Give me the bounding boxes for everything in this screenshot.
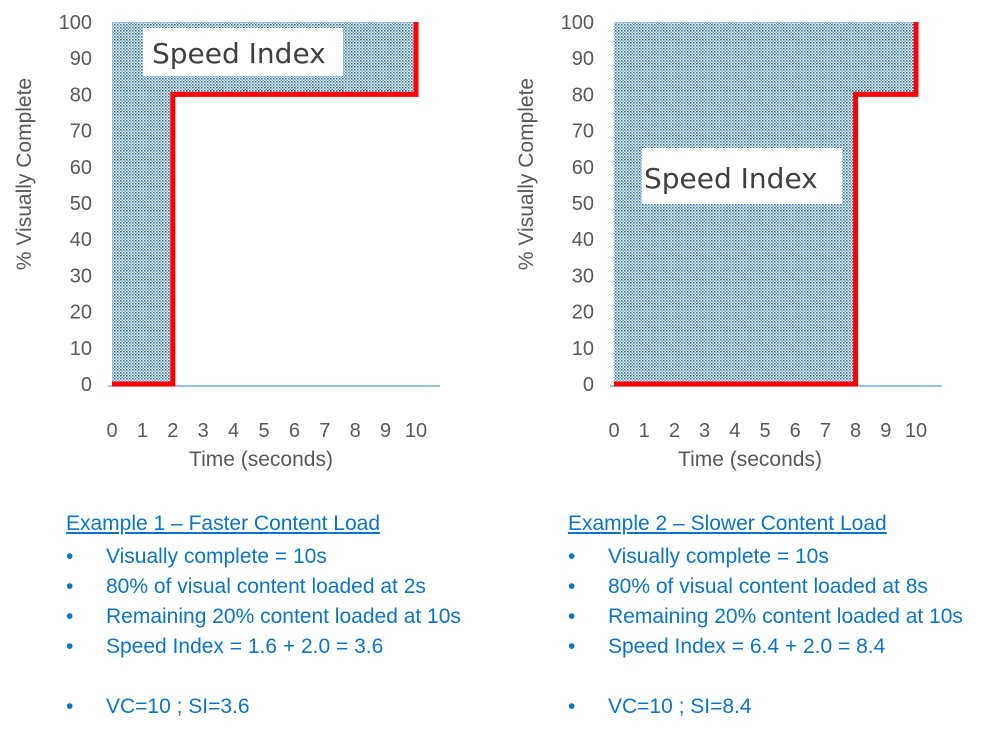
y-tick-label: 100 — [59, 12, 92, 34]
x-tick-label: 8 — [850, 420, 861, 442]
example-2-notes: Example 2 – Slower Content Load • Visuall… — [568, 512, 963, 722]
y-tick-label: 50 — [70, 193, 92, 215]
charts-canvas: % Visually Complete Time (seconds) 01020… — [13, 12, 942, 471]
list-item: • Remaining 20% content loaded at 10s — [568, 602, 963, 632]
x-tick-label: 6 — [289, 420, 300, 442]
y-tick-label: 80 — [572, 84, 594, 106]
bullet-text: Remaining 20% content loaded at 10s — [106, 605, 461, 628]
bullet-text: Visually complete = 10s — [608, 545, 829, 568]
y-tick-label: 70 — [70, 121, 92, 143]
bullet-text: Speed Index = 6.4 + 2.0 = 8.4 — [608, 635, 886, 658]
y-tick-label: 60 — [70, 157, 92, 179]
bullet-text: Visually complete = 10s — [106, 545, 327, 568]
x-tick-label: 3 — [198, 420, 209, 442]
bullet-icon: • — [568, 605, 576, 628]
x-tick-label: 6 — [790, 420, 801, 442]
bullet-icon: • — [66, 635, 74, 658]
x-tick-label: 5 — [759, 420, 770, 442]
list-item: • Remaining 20% content loaded at 10s — [66, 602, 461, 632]
chart-1-ylabel: % Visually Complete — [13, 78, 36, 270]
list-item: • VC=10 ; SI=8.4 — [568, 692, 963, 722]
y-tick-label: 20 — [572, 302, 594, 324]
bullet-icon: • — [568, 575, 576, 598]
x-tick-label: 2 — [167, 420, 178, 442]
bullet-icon: • — [66, 605, 74, 628]
bullet-text: Remaining 20% content loaded at 10s — [608, 605, 963, 628]
bullet-icon: • — [66, 545, 74, 568]
chart-2-ylabel: % Visually Complete — [515, 78, 538, 270]
bullet-text: VC=10 ; SI=3.6 — [106, 695, 250, 718]
chart-1-xlabel: Time (seconds) — [189, 448, 333, 471]
y-tick-label: 90 — [572, 48, 594, 70]
visual-progress-line — [112, 22, 419, 387]
list-item: • 80% of visual content loaded at 2s — [66, 572, 461, 602]
y-tick-label: 40 — [572, 229, 594, 251]
x-tick-label: 10 — [905, 420, 927, 442]
visual-progress-line — [614, 22, 919, 387]
y-tick-label: 10 — [70, 338, 92, 360]
y-tick-label: 0 — [583, 374, 594, 396]
y-tick-label: 100 — [561, 12, 594, 34]
x-tick-label: 1 — [639, 420, 650, 442]
example-2-list: • Visually complete = 10s • 80% of visual … — [568, 542, 963, 722]
list-item: • Visually complete = 10s — [66, 542, 461, 572]
x-tick-label: 2 — [669, 420, 680, 442]
chart-2-xlabel: Time (seconds) — [678, 448, 822, 471]
y-tick-label: 10 — [572, 338, 594, 360]
x-tick-label: 9 — [380, 420, 391, 442]
speed-index-label: Speed Index — [644, 162, 818, 195]
bullet-text: Speed Index = 1.6 + 2.0 = 3.6 — [106, 635, 384, 658]
y-tick-label: 70 — [572, 121, 594, 143]
x-tick-label: 7 — [820, 420, 831, 442]
bullet-icon: • — [568, 635, 576, 658]
x-tick-label: 9 — [880, 420, 891, 442]
x-tick-label: 4 — [228, 420, 239, 442]
y-tick-label: 0 — [81, 374, 92, 396]
x-tick-label: 4 — [729, 420, 740, 442]
bullet-icon: • — [568, 545, 576, 568]
list-item: • Visually complete = 10s — [568, 542, 963, 572]
x-tick-label: 7 — [319, 420, 330, 442]
bullet-icon: • — [66, 575, 74, 598]
x-tick-label: 3 — [699, 420, 710, 442]
chart-1: % Visually Complete Time (seconds) 01020… — [13, 12, 440, 471]
bullet-text: 80% of visual content loaded at 8s — [608, 575, 928, 598]
x-tick-label: 0 — [608, 420, 619, 442]
example-1-list: • Visually complete = 10s • 80% of visual … — [66, 542, 461, 722]
list-item: • 80% of visual content loaded at 8s — [568, 572, 963, 602]
x-tick-label: 10 — [405, 420, 427, 442]
y-tick-label: 60 — [572, 157, 594, 179]
bullet-icon: • — [568, 695, 576, 718]
example-1-heading: Example 1 – Faster Content Load — [66, 512, 381, 535]
x-tick-label: 1 — [137, 420, 148, 442]
x-tick-label: 8 — [350, 420, 361, 442]
list-item: • Speed Index = 1.6 + 2.0 = 3.6 — [66, 632, 461, 662]
example-1-notes: Example 1 – Faster Content Load • Visuall… — [66, 512, 461, 722]
bullet-text: 80% of visual content loaded at 2s — [106, 575, 426, 598]
y-tick-label: 50 — [572, 193, 594, 215]
y-tick-label: 90 — [70, 48, 92, 70]
bullet-text: VC=10 ; SI=8.4 — [608, 695, 752, 718]
list-item: • Speed Index = 6.4 + 2.0 = 8.4 — [568, 632, 963, 662]
speed-index-area — [112, 22, 416, 384]
bullet-icon: • — [66, 695, 74, 718]
y-tick-label: 20 — [70, 302, 92, 324]
speed-index-label-bg — [642, 148, 842, 204]
y-tick-label: 80 — [70, 84, 92, 106]
y-tick-label: 40 — [70, 229, 92, 251]
example-2-heading: Example 2 – Slower Content Load — [568, 512, 887, 535]
x-tick-label: 0 — [106, 420, 117, 442]
list-item: • VC=10 ; SI=3.6 — [66, 692, 461, 722]
y-tick-label: 30 — [70, 265, 92, 287]
speed-index-label: Speed Index — [152, 37, 326, 70]
y-tick-label: 30 — [572, 265, 594, 287]
x-tick-label: 5 — [258, 420, 269, 442]
chart-2: % Visually Complete Time (seconds) 01020… — [515, 12, 942, 471]
speed-index-label-bg — [143, 28, 343, 76]
